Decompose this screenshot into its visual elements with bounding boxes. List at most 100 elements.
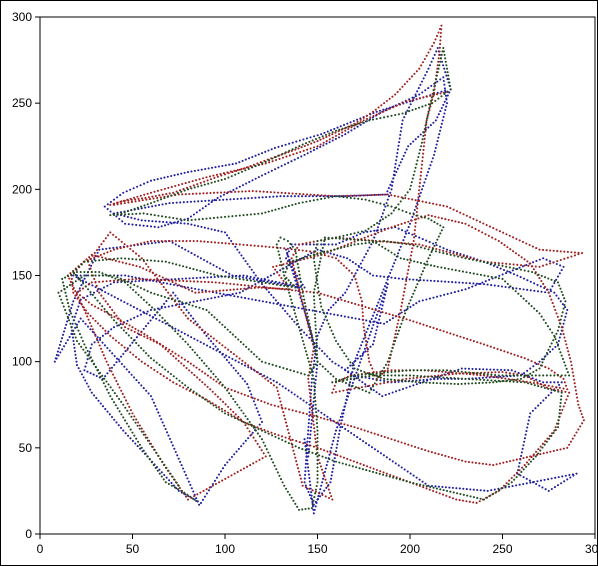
data-point <box>416 261 419 264</box>
data-point <box>536 480 539 483</box>
data-point <box>482 368 485 371</box>
data-point <box>213 479 217 482</box>
data-point <box>304 449 307 452</box>
data-point <box>406 470 409 473</box>
data-point <box>358 467 361 470</box>
data-point <box>348 125 351 128</box>
data-point <box>134 200 137 203</box>
data-point <box>520 356 523 359</box>
data-point <box>412 239 415 243</box>
data-point <box>482 283 486 286</box>
data-point <box>450 291 453 295</box>
data-point <box>385 320 389 323</box>
data-point <box>177 354 180 357</box>
data-point <box>192 490 195 493</box>
data-point <box>412 173 415 177</box>
data-point <box>109 200 112 204</box>
data-point <box>401 85 404 88</box>
data-point <box>486 496 489 499</box>
data-point <box>363 268 366 271</box>
data-point <box>314 500 317 503</box>
data-point <box>423 57 426 61</box>
data-point <box>309 256 312 259</box>
data-point <box>533 379 536 382</box>
data-point <box>423 131 426 134</box>
data-point <box>236 283 239 286</box>
data-point <box>261 196 264 199</box>
data-point <box>387 227 390 230</box>
data-point <box>566 446 569 449</box>
data-point <box>425 119 428 122</box>
data-point <box>361 340 364 344</box>
data-point <box>266 402 270 405</box>
data-point <box>363 256 366 259</box>
data-point <box>64 308 67 312</box>
data-point <box>336 254 339 257</box>
data-point <box>390 380 393 383</box>
data-point <box>158 280 161 283</box>
data-point <box>89 314 92 317</box>
data-point <box>174 299 177 302</box>
data-point <box>68 277 71 280</box>
data-point <box>198 209 201 212</box>
data-point <box>152 401 155 404</box>
data-point <box>332 452 336 456</box>
data-point <box>89 291 92 294</box>
data-point <box>86 358 89 361</box>
data-point <box>334 134 338 137</box>
data-point <box>80 263 83 266</box>
data-point <box>84 322 87 325</box>
data-point <box>419 483 422 486</box>
data-point <box>482 498 486 501</box>
data-point <box>415 482 418 485</box>
data-point <box>326 450 329 453</box>
data-point <box>288 149 291 152</box>
data-point <box>173 478 176 481</box>
data-point <box>399 161 402 164</box>
data-point <box>268 301 272 304</box>
data-point <box>435 295 439 298</box>
data-point <box>373 193 376 197</box>
data-point <box>228 356 231 359</box>
data-point <box>267 171 270 174</box>
data-point <box>497 239 500 243</box>
data-point <box>445 67 449 70</box>
data-point <box>126 348 129 351</box>
data-point <box>237 418 240 421</box>
data-point <box>264 211 267 214</box>
data-point <box>318 492 321 495</box>
data-point <box>196 500 199 503</box>
data-point <box>413 170 416 173</box>
data-point <box>227 405 230 408</box>
data-point <box>397 374 400 377</box>
data-point <box>479 497 482 500</box>
data-point <box>341 240 344 243</box>
data-point <box>506 379 509 382</box>
data-point <box>165 476 168 479</box>
data-point <box>160 225 163 228</box>
data-point <box>519 377 523 380</box>
data-point <box>375 304 379 307</box>
data-point <box>403 116 406 119</box>
data-point <box>418 93 421 96</box>
data-point <box>563 361 566 364</box>
data-point <box>313 346 316 349</box>
data-point <box>410 75 414 78</box>
data-point <box>433 53 436 56</box>
data-point <box>160 305 163 308</box>
data-point <box>90 253 93 256</box>
data-point <box>159 196 162 199</box>
series-2 <box>57 46 571 511</box>
data-point <box>426 263 429 266</box>
data-point <box>383 381 386 385</box>
data-point <box>343 123 346 127</box>
data-point <box>519 264 523 267</box>
data-point <box>188 181 191 184</box>
data-point <box>75 312 78 315</box>
data-point <box>533 307 536 310</box>
data-point <box>422 323 425 326</box>
data-point <box>258 458 261 461</box>
data-point <box>168 261 171 264</box>
data-point <box>118 360 121 363</box>
data-point <box>314 268 317 271</box>
